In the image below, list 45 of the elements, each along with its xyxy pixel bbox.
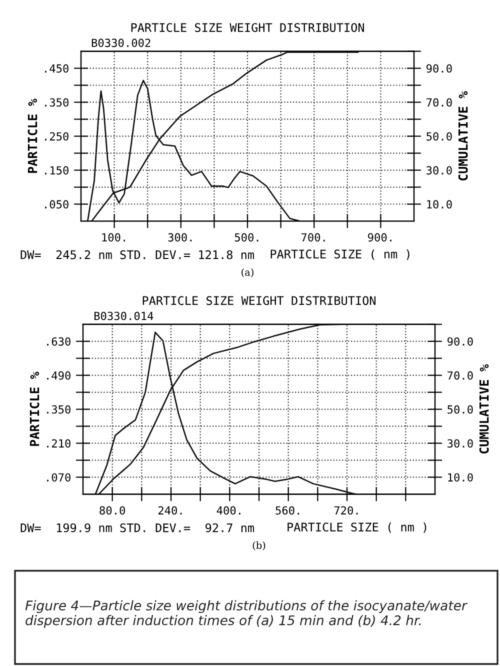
y2-tick-label: 50.0 [426, 132, 452, 141]
y-tick-label: .070 [47, 473, 70, 482]
text: DW= 199.9 nm STD. DEV.= 92.7 nm [20, 523, 254, 532]
y2-tick-label: 90.0 [426, 64, 452, 73]
x-tick-label: 500. [234, 233, 258, 242]
text: DW= 245.2 nm STD. DEV.= 121.8 nm [20, 250, 254, 260]
chart-title: PARTICLE SIZE WEIGHT DISTRIBUTION [131, 23, 364, 32]
y-axis-title: PARTICLE % [28, 98, 38, 173]
y-tick-label: .250 [45, 132, 68, 141]
y-tick-label: .210 [47, 439, 70, 448]
text: (b) [252, 541, 266, 550]
x-tick-label: 700. [301, 233, 325, 242]
y-tick-label: .450 [45, 64, 68, 73]
x-tick-label: 240. [158, 506, 182, 515]
y2-tick-label: 50.0 [448, 405, 473, 414]
chart-subtitle: B0330.014 [94, 312, 154, 320]
y2-tick-label: 30.0 [448, 439, 473, 448]
y-tick-label: .150 [45, 166, 68, 175]
x-axis-title: PARTICLE SIZE ( nm ) [270, 249, 410, 260]
y-tick-label: .350 [45, 98, 68, 107]
chart-title: PARTICLE SIZE WEIGHT DISTRIBUTION [142, 296, 376, 306]
text: (a) [242, 268, 254, 278]
y2-axis-title: CUMULATIVE % [458, 91, 468, 180]
x-tick-label: 400. [216, 506, 240, 515]
y-tick-label: .630 [47, 337, 70, 346]
y2-tick-label: 10.0 [427, 200, 452, 209]
chart-subtitle: B0330.002 [92, 38, 150, 48]
y-tick-label: .490 [47, 371, 70, 380]
x-tick-label: 900. [368, 233, 392, 242]
x-tick-label: 80.0 [100, 506, 125, 515]
y2-axis-title: CUMULATIVE % [479, 364, 489, 454]
x-axis-title: PARTICLE SIZE ( nm ) [288, 522, 426, 533]
x-tick-label: 100. [102, 233, 126, 242]
x-tick-label: 560. [276, 506, 300, 515]
y2-tick-label: 30.0 [426, 166, 452, 175]
y-axis-title: PARTICLE % [30, 372, 40, 446]
y2-tick-label: 70.0 [448, 371, 473, 380]
x-tick-label: 720. [334, 506, 358, 515]
y-tick-label: .350 [47, 405, 70, 414]
caption: Figure 4—Particle size weight distributions of the isocyanate/water dispersion after induction times of (a) 15 min and (b) 4.2 hr. [25, 600, 468, 628]
y-tick-label: .050 [45, 200, 68, 209]
y2-tick-label: 10.0 [448, 473, 473, 482]
y2-tick-label: 70.0 [426, 98, 452, 107]
y2-tick-label: 90.0 [447, 337, 473, 346]
x-tick-label: 300. [168, 233, 192, 242]
